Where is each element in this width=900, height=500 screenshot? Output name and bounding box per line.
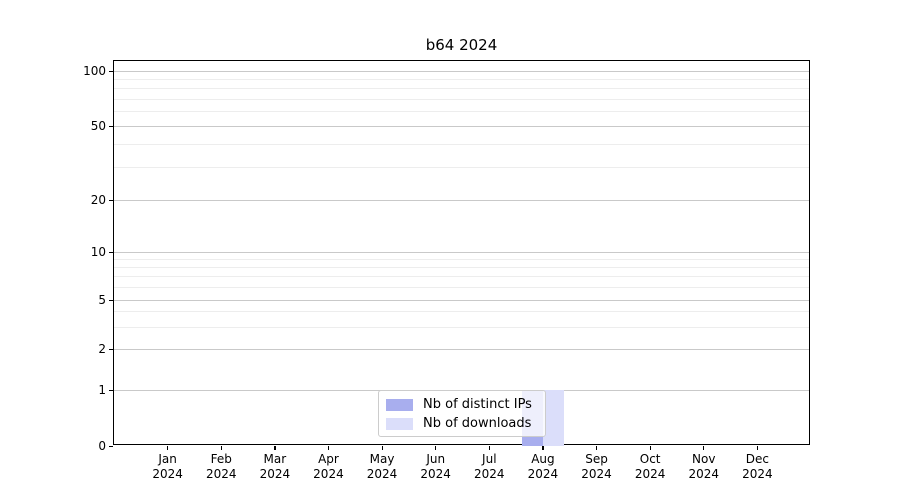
x-tick-mark <box>542 446 544 450</box>
y-tick-label: 5 <box>98 293 106 307</box>
x-tick-mark <box>703 446 705 450</box>
minor-gridline <box>114 143 809 145</box>
x-tick-label: Jul 2024 <box>474 452 505 481</box>
legend-swatch-downloads <box>386 417 413 430</box>
x-tick-label: Aug 2024 <box>527 452 559 481</box>
minor-gridline <box>114 266 809 268</box>
plot-area: Nb of distinct IPs Nb of downloads 0 1 2 5 1… <box>83 60 810 481</box>
y-tick-label: 100 <box>83 64 106 78</box>
x-tick-label: Dec 2024 <box>742 452 773 481</box>
y-tick-label: 1 <box>98 383 106 397</box>
legend-label-distinct-ips: Nb of distinct IPs <box>423 397 532 412</box>
minor-gridline <box>114 98 809 100</box>
y-tick-mark <box>109 348 113 350</box>
y-tick-mark <box>109 389 113 391</box>
y-tick-label: 10 <box>90 245 106 259</box>
y-tick-mark <box>109 199 113 201</box>
y-tick-label: 50 <box>90 119 106 133</box>
minor-gridline <box>114 258 809 260</box>
legend: Nb of distinct IPs Nb of downloads <box>378 390 546 437</box>
y-tick-label: 2 <box>98 342 106 356</box>
minor-gridline <box>114 286 809 288</box>
minor-gridline <box>114 166 809 168</box>
x-tick-label: Apr 2024 <box>313 452 344 481</box>
minor-gridline <box>114 111 809 113</box>
y-tick-mark <box>109 251 113 253</box>
legend-label-downloads: Nb of downloads <box>423 416 532 431</box>
x-tick-label: Jun 2024 <box>420 452 451 481</box>
x-tick-label: Oct 2024 <box>634 452 666 481</box>
y-tick-mark <box>109 299 113 301</box>
y-tick-label: 0 <box>98 439 106 453</box>
major-gridline <box>114 299 809 301</box>
chart-title: b64 2024 <box>425 36 498 54</box>
x-tick-label: May 2024 <box>366 452 398 481</box>
minor-gridline <box>114 311 809 313</box>
x-tick-label: Jan 2024 <box>152 452 183 481</box>
minor-gridline <box>114 326 809 328</box>
legend-entry-distinct-ips: Nb of distinct IPs <box>386 397 537 412</box>
y-tick-label: 20 <box>90 193 106 207</box>
x-tick-mark <box>756 446 759 450</box>
major-gridline <box>114 251 809 253</box>
x-tick-label: Nov 2024 <box>688 452 720 481</box>
x-tick-label: Mar 2024 <box>259 452 291 481</box>
x-tick-mark <box>327 446 330 450</box>
x-tick-mark <box>381 446 383 450</box>
y-tick-mark <box>109 70 113 72</box>
x-tick-mark <box>167 446 169 450</box>
x-tick-mark <box>649 446 651 450</box>
minor-gridline <box>114 276 809 278</box>
x-tick-label: Sep 2024 <box>581 452 612 481</box>
y-tick-mark <box>109 125 113 127</box>
x-tick-mark <box>220 446 222 450</box>
x-tick-mark <box>596 446 598 450</box>
x-tick-mark <box>274 446 276 450</box>
x-tick-mark <box>488 446 490 450</box>
y-tick-mark <box>109 445 113 447</box>
major-gridline <box>114 348 809 350</box>
minor-gridline <box>114 88 809 90</box>
legend-swatch-distinct-ips <box>386 398 413 411</box>
major-gridline <box>114 125 809 127</box>
x-tick-label: Feb 2024 <box>205 452 237 481</box>
x-tick-mark <box>435 446 437 450</box>
bar-nb-of-downloads-aug <box>542 390 564 446</box>
legend-entry-downloads: Nb of downloads <box>386 416 537 431</box>
major-gridline <box>114 70 809 72</box>
minor-gridline <box>114 78 809 80</box>
major-gridline <box>114 199 809 201</box>
